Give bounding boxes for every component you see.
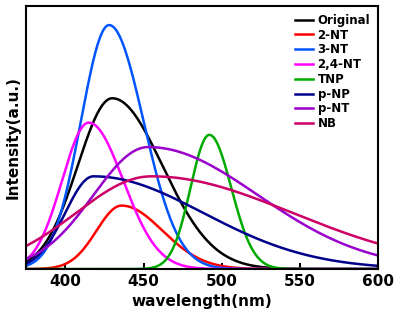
2,4-NT xyxy=(85,121,90,125)
TNP xyxy=(64,267,69,271)
Line: Original: Original xyxy=(26,98,378,269)
Line: p-NT: p-NT xyxy=(26,147,378,259)
p-NT xyxy=(369,252,374,256)
2,4-NT xyxy=(159,251,164,255)
2-NT xyxy=(376,267,381,271)
2-NT xyxy=(24,267,28,271)
2-NT xyxy=(64,261,69,265)
p-NP xyxy=(369,263,374,267)
p-NP xyxy=(331,259,336,262)
2,4-NT xyxy=(86,121,91,124)
Line: p-NP: p-NP xyxy=(26,176,378,266)
p-NT xyxy=(146,145,151,149)
NB xyxy=(376,242,381,246)
TNP xyxy=(369,267,374,271)
2-NT xyxy=(159,228,164,232)
TNP xyxy=(207,133,212,137)
TNP xyxy=(331,267,336,271)
Original xyxy=(376,267,381,271)
Line: TNP: TNP xyxy=(26,135,378,269)
2,4-NT xyxy=(24,258,28,262)
p-NP xyxy=(91,175,96,178)
Original xyxy=(174,192,179,196)
NB xyxy=(24,244,28,248)
Line: 2,4-NT: 2,4-NT xyxy=(26,123,378,269)
3-NT xyxy=(85,87,90,90)
Y-axis label: Intensity(a.u.): Intensity(a.u.) xyxy=(6,76,20,199)
Original xyxy=(159,162,164,165)
3-NT xyxy=(159,190,164,194)
Original xyxy=(331,267,336,271)
TNP xyxy=(376,267,381,271)
p-NP xyxy=(159,191,164,194)
Legend: Original, 2-NT, 3-NT, 2,4-NT, TNP, p-NP, p-NT, NB: Original, 2-NT, 3-NT, 2,4-NT, TNP, p-NP,… xyxy=(293,11,372,133)
Original xyxy=(369,267,374,271)
NB xyxy=(64,218,69,222)
3-NT xyxy=(24,264,28,268)
Original xyxy=(24,260,28,263)
2,4-NT xyxy=(174,261,179,265)
p-NT xyxy=(174,149,179,153)
Line: 2-NT: 2-NT xyxy=(26,206,378,269)
3-NT xyxy=(107,23,112,27)
TNP xyxy=(174,238,179,242)
3-NT xyxy=(369,267,374,271)
3-NT xyxy=(331,267,336,271)
p-NP xyxy=(24,262,28,266)
2-NT xyxy=(174,242,179,245)
p-NT xyxy=(376,254,381,257)
TNP xyxy=(159,262,164,266)
2-NT xyxy=(331,267,336,271)
2,4-NT xyxy=(331,267,336,271)
p-NT xyxy=(85,202,90,205)
NB xyxy=(331,227,336,231)
2,4-NT xyxy=(64,165,69,169)
TNP xyxy=(85,267,90,271)
p-NT xyxy=(159,146,164,150)
NB xyxy=(159,175,164,178)
Original xyxy=(85,136,90,140)
p-NP xyxy=(174,198,179,201)
p-NT xyxy=(331,238,336,242)
2-NT xyxy=(85,243,90,246)
p-NP xyxy=(376,264,381,268)
NB xyxy=(369,240,374,243)
NB xyxy=(149,175,154,178)
p-NT xyxy=(64,227,69,231)
p-NP xyxy=(64,209,69,213)
2,4-NT xyxy=(369,267,374,271)
3-NT xyxy=(376,267,381,271)
Original xyxy=(110,96,115,100)
2-NT xyxy=(119,204,124,208)
3-NT xyxy=(174,231,179,235)
p-NP xyxy=(85,177,90,180)
p-NT xyxy=(24,257,28,261)
2-NT xyxy=(369,267,374,271)
TNP xyxy=(24,267,28,271)
NB xyxy=(85,203,90,207)
3-NT xyxy=(64,190,69,194)
X-axis label: wavelength(nm): wavelength(nm) xyxy=(132,295,273,309)
Original xyxy=(64,197,69,201)
Line: 3-NT: 3-NT xyxy=(26,25,378,269)
Line: NB: NB xyxy=(26,176,378,246)
2,4-NT xyxy=(376,267,381,271)
NB xyxy=(174,176,179,180)
